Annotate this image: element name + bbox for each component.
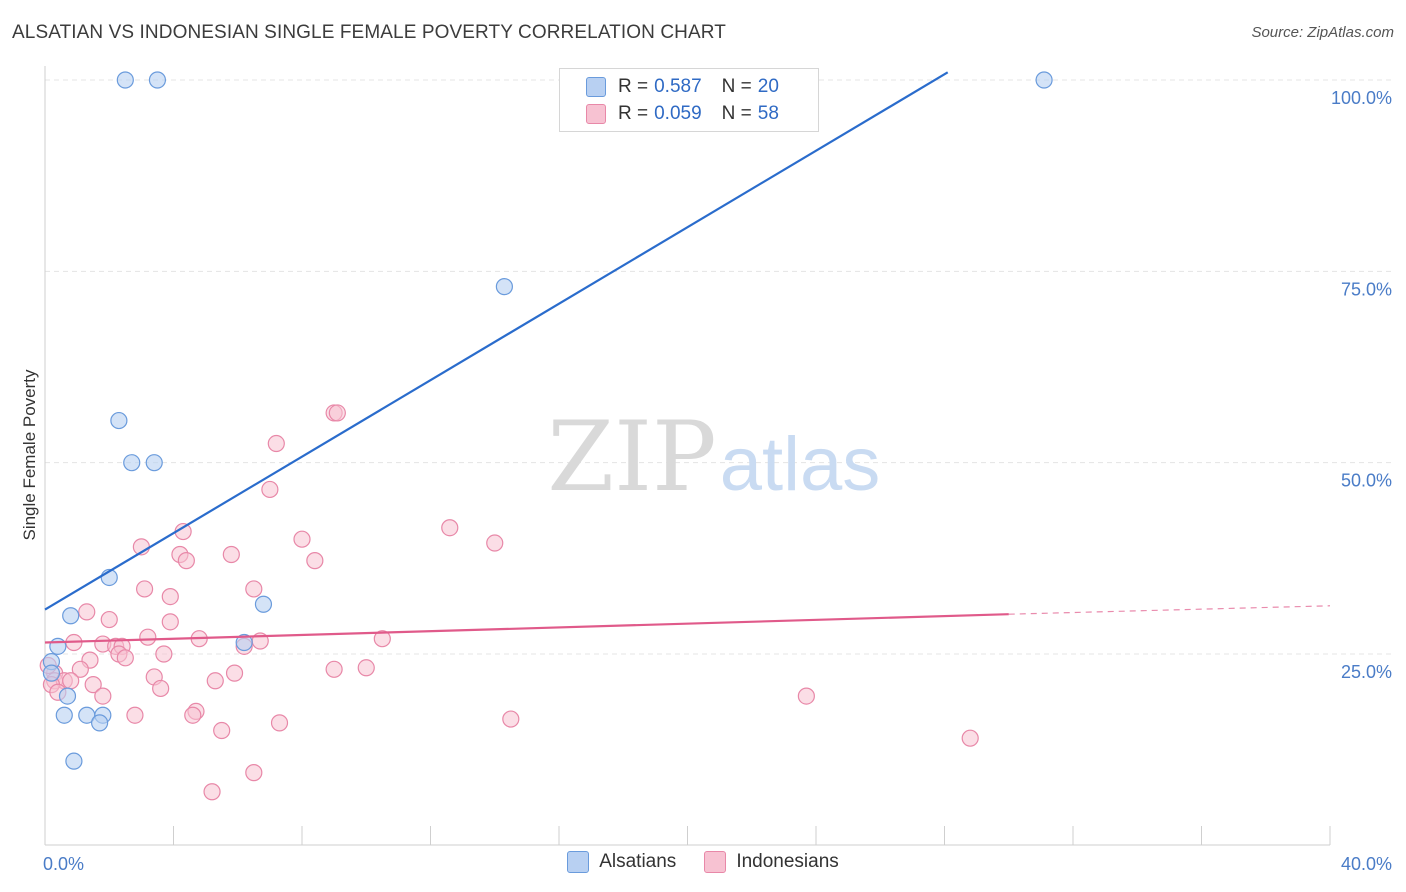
alsatian-point bbox=[42, 664, 61, 682]
alsatian-point bbox=[55, 706, 73, 724]
indonesian-point bbox=[213, 721, 231, 740]
indonesian-point bbox=[100, 610, 118, 629]
legend-row-alsatians: R = 0.587 N = 20 bbox=[586, 74, 779, 100]
alsatian-point bbox=[58, 687, 77, 705]
alsatian-point bbox=[91, 714, 109, 732]
indonesian-point bbox=[961, 729, 979, 747]
x-tick-label-min: 0.0% bbox=[43, 854, 84, 874]
y-tick-label: 25.0% bbox=[1341, 662, 1392, 682]
legend-item-indonesians[interactable]: Indonesians bbox=[704, 851, 839, 873]
alsatians-swatch bbox=[586, 77, 606, 97]
legend-n-value: 58 bbox=[757, 103, 779, 124]
indonesian-point bbox=[126, 706, 144, 724]
x-tick-label-max: 40.0% bbox=[1341, 854, 1392, 874]
axes bbox=[44, 66, 1331, 846]
alsatian-point bbox=[65, 752, 83, 770]
alsatian-point bbox=[123, 454, 141, 472]
legend-item-alsatians[interactable]: Alsatians bbox=[567, 851, 676, 873]
indonesian-point bbox=[357, 659, 375, 677]
indonesian-point bbox=[94, 687, 112, 705]
legend-n-value: 20 bbox=[757, 76, 779, 97]
legend-r-label: R = bbox=[618, 76, 649, 97]
indonesian-point bbox=[139, 628, 157, 646]
legend-r-value: 0.587 bbox=[654, 76, 702, 97]
watermark: ZIP atlas bbox=[547, 401, 880, 513]
alsatian-point bbox=[148, 71, 167, 89]
grid-lines bbox=[45, 79, 1392, 655]
y-tick-label: 50.0% bbox=[1341, 471, 1392, 491]
indonesian-point bbox=[486, 534, 504, 552]
correlation-legend: R = 0.587 N = 20 R = 0.059 N = 58 bbox=[559, 68, 819, 132]
indonesian-point bbox=[155, 645, 173, 663]
source-credit: Source: ZipAtlas.com bbox=[1251, 24, 1394, 41]
indonesian-point bbox=[177, 552, 195, 570]
indonesian-point bbox=[135, 580, 154, 598]
indonesian-point bbox=[325, 660, 343, 678]
indonesian-point bbox=[225, 664, 244, 682]
indonesian-point bbox=[161, 587, 179, 606]
indonesian-point bbox=[306, 552, 324, 570]
alsatian-point bbox=[62, 607, 80, 625]
alsatians-points bbox=[42, 71, 1053, 770]
alsatian-point bbox=[49, 637, 67, 655]
indonesian-point bbox=[84, 676, 102, 694]
indonesian-point bbox=[502, 710, 520, 728]
indonesians-points bbox=[39, 404, 979, 801]
indonesian-point bbox=[245, 580, 263, 598]
indonesian-point bbox=[206, 672, 224, 690]
legend-row-indonesians: R = 0.059 N = 58 bbox=[586, 101, 779, 127]
y-axis-label: Single Female Poverty bbox=[20, 369, 39, 541]
indonesian-point bbox=[222, 545, 240, 564]
indonesians-trend-extension bbox=[1008, 605, 1331, 615]
indonesians-legend-swatch bbox=[704, 851, 727, 873]
legend-n-label: N = bbox=[721, 76, 752, 97]
alsatians-legend-swatch bbox=[567, 851, 590, 873]
alsatians-legend-label: Alsatians bbox=[599, 851, 677, 872]
alsatian-point bbox=[1035, 71, 1053, 89]
indonesian-point bbox=[267, 434, 285, 453]
indonesians-legend-label: Indonesians bbox=[736, 851, 839, 872]
alsatian-point bbox=[254, 595, 273, 613]
indonesian-point bbox=[71, 660, 89, 678]
indonesian-point bbox=[78, 603, 96, 621]
series-legend: Alsatians Indonesians bbox=[0, 851, 1406, 873]
indonesian-point bbox=[261, 480, 279, 499]
indonesian-point bbox=[184, 706, 202, 724]
legend-r-value: 0.059 bbox=[654, 103, 702, 124]
alsatians-trend-line bbox=[44, 71, 949, 611]
y-tick-label: 100.0% bbox=[1331, 88, 1392, 108]
watermark-zip: ZIP bbox=[547, 401, 716, 513]
indonesian-point bbox=[441, 519, 459, 537]
legend-n-label: N = bbox=[721, 103, 752, 124]
alsatian-point bbox=[145, 454, 163, 472]
indonesian-point bbox=[161, 613, 179, 631]
indonesian-point bbox=[270, 714, 289, 732]
indonesian-point bbox=[152, 679, 170, 698]
indonesian-point bbox=[328, 404, 346, 422]
indonesian-point bbox=[245, 764, 263, 782]
chart-title: ALSATIAN VS INDONESIAN SINGLE FEMALE POV… bbox=[12, 22, 726, 43]
trend-lines bbox=[44, 71, 1331, 644]
indonesian-point bbox=[797, 687, 815, 705]
indonesians-trend-line bbox=[44, 613, 1009, 644]
alsatian-point bbox=[235, 633, 253, 652]
legend-r-label: R = bbox=[618, 103, 649, 124]
alsatian-point bbox=[110, 411, 128, 430]
watermark-atlas: atlas bbox=[720, 422, 881, 507]
indonesian-point bbox=[293, 530, 311, 548]
indonesian-point bbox=[373, 630, 391, 648]
alsatian-point bbox=[495, 278, 513, 296]
indonesian-point bbox=[62, 672, 80, 690]
alsatian-point bbox=[116, 71, 134, 89]
tick-labels: 25.0% 50.0% 75.0% 100.0% 0.0% 40.0% bbox=[43, 88, 1392, 874]
y-tick-label: 75.0% bbox=[1341, 279, 1392, 299]
indonesians-swatch bbox=[586, 104, 606, 124]
indonesian-point bbox=[203, 783, 221, 801]
indonesian-point bbox=[116, 649, 134, 667]
